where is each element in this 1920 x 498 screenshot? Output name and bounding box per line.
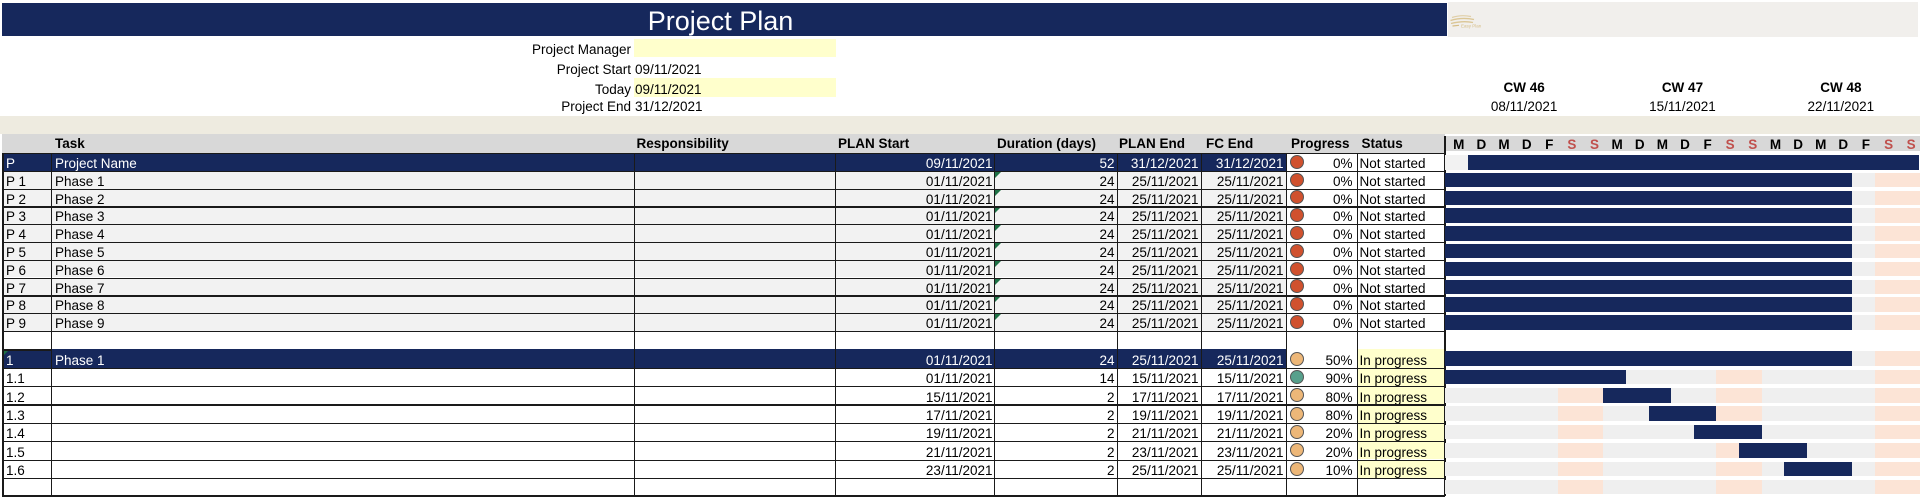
svg-text:Easy Plan: Easy Plan	[1461, 24, 1481, 29]
